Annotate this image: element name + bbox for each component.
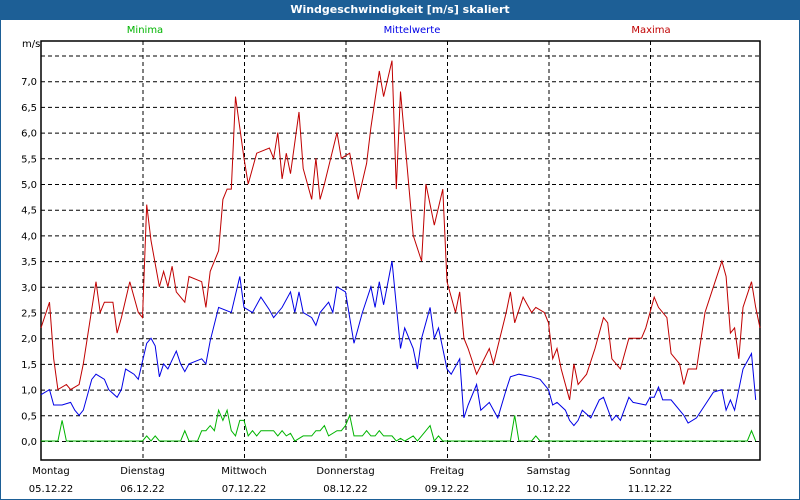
legend-minima: Minima xyxy=(126,25,164,36)
x-tick-day: Montag xyxy=(32,466,70,477)
x-tick-day: Mittwoch xyxy=(221,466,267,477)
y-tick-label: 6,0 xyxy=(21,129,37,140)
x-tick-day: Samstag xyxy=(526,466,571,477)
x-tick-day: Donnerstag xyxy=(316,466,375,477)
y-tick-label: 0,0 xyxy=(21,437,37,448)
y-tick-label: 6,5 xyxy=(21,103,37,114)
x-tick-date: 08.12.22 xyxy=(323,484,368,495)
y-tick-label: 3,5 xyxy=(21,257,37,268)
y-tick-label: 4,5 xyxy=(21,206,37,217)
legend-maxima: Maxima xyxy=(631,25,671,36)
y-tick-label: 2,5 xyxy=(21,309,37,320)
x-tick-date: 10.12.22 xyxy=(526,484,571,495)
x-tick-date: 07.12.22 xyxy=(221,484,267,495)
y-tick-label: 5,5 xyxy=(21,154,37,165)
x-tick-date: 09.12.22 xyxy=(424,484,470,495)
y-tick-label: 2,0 xyxy=(21,334,37,345)
y-tick-label: 1,5 xyxy=(21,360,37,371)
y-tick-label: 5,0 xyxy=(21,180,37,191)
y-tick-label: 7,0 xyxy=(21,77,37,88)
x-tick-date: 06.12.22 xyxy=(120,484,165,495)
series-line-minima xyxy=(41,408,757,443)
x-tick-date: 11.12.22 xyxy=(627,484,673,495)
x-tick-date: 05.12.22 xyxy=(28,484,74,495)
y-axis-label: m/s xyxy=(22,39,41,50)
x-tick-day: Freitag xyxy=(429,466,465,477)
x-tick-day: Sonntag xyxy=(629,466,671,477)
series-line-mittelwerte xyxy=(40,261,757,427)
series-line-maxima xyxy=(40,60,761,401)
y-tick-label: 3,0 xyxy=(21,283,37,294)
y-tick-label: 0,5 xyxy=(21,411,37,422)
y-tick-label: 1,0 xyxy=(21,386,37,397)
chart-title: Windgeschwindigkeit [m/s] skaliert xyxy=(0,0,800,20)
x-tick-day: Dienstag xyxy=(120,466,165,477)
y-tick-label: 4,0 xyxy=(21,231,37,242)
legend-mittelwerte: Mittelwerte xyxy=(383,25,441,36)
